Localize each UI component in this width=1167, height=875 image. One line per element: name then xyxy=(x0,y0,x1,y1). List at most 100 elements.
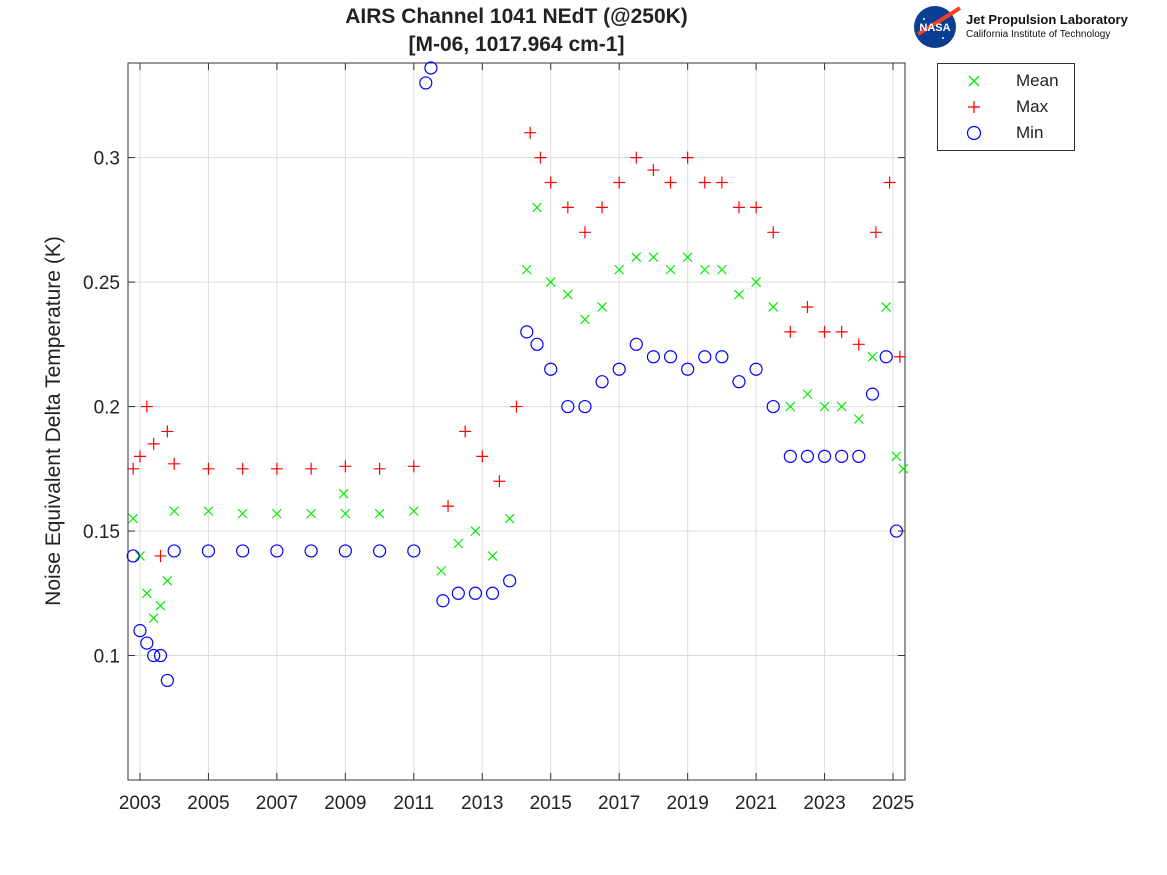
data-point-max xyxy=(373,462,386,475)
data-point-min xyxy=(817,449,832,463)
data-point-min xyxy=(304,544,318,558)
data-point-min xyxy=(424,61,438,75)
data-point-mean xyxy=(135,551,145,561)
x-tick-label: 2019 xyxy=(667,793,709,814)
data-point-mean xyxy=(562,289,573,300)
legend-mean-label: Mean xyxy=(1016,71,1059,90)
data-point-max xyxy=(510,400,523,413)
x-tick-label: 2021 xyxy=(735,793,777,814)
data-point-min xyxy=(800,449,815,463)
y-tick-label: 0.15 xyxy=(83,522,120,543)
data-point-max xyxy=(154,549,167,562)
data-point-max xyxy=(578,226,591,239)
data-point-mean xyxy=(867,351,878,362)
data-point-mean xyxy=(148,613,159,624)
data-point-max xyxy=(698,176,711,189)
data-point-mean xyxy=(532,202,542,213)
data-point-max xyxy=(681,151,694,164)
data-point-max xyxy=(835,325,848,338)
y-tick-label: 0.1 xyxy=(94,647,120,668)
data-point-min xyxy=(236,544,250,558)
data-point-max xyxy=(664,176,677,189)
data-point-min xyxy=(865,387,880,401)
data-point-max xyxy=(801,300,814,313)
data-point-mean xyxy=(470,526,481,536)
data-point-min xyxy=(766,399,780,414)
data-point-min xyxy=(338,544,352,558)
data-point-min xyxy=(629,337,643,351)
data-point-min xyxy=(749,362,763,376)
data-point-max xyxy=(852,338,865,351)
data-point-mean xyxy=(545,277,556,288)
data-point-mean xyxy=(614,264,625,275)
data-point-min xyxy=(153,648,168,663)
data-point-mean xyxy=(716,264,727,275)
data-point-max xyxy=(647,164,660,177)
data-point-mean xyxy=(340,508,351,519)
jpl-subtitle: California Institute of Technology xyxy=(966,29,1111,40)
nasa-logo-text: NASA xyxy=(919,22,950,34)
data-point-min xyxy=(715,350,729,364)
data-point-max xyxy=(168,457,181,470)
data-point-max xyxy=(459,425,472,438)
data-point-mean xyxy=(271,508,282,519)
data-point-mean xyxy=(453,538,464,549)
axis-ticks: 2003 2005 2007 2009 2011 2013 2015 2017 2019 2021… xyxy=(83,63,914,814)
data-point-mean xyxy=(504,513,515,524)
x-tick-label: 2023 xyxy=(803,793,845,814)
grid-lines xyxy=(128,63,905,780)
data-point-min xyxy=(612,362,626,376)
jpl-name: Jet Propulsion Laboratory xyxy=(966,12,1128,27)
data-point-min xyxy=(544,362,558,376)
data-point-mean xyxy=(521,264,532,275)
data-point-min xyxy=(646,350,661,364)
data-point-mean xyxy=(682,252,693,263)
data-point-min xyxy=(270,544,284,558)
data-point-min xyxy=(595,375,609,389)
legend-max-label: Max xyxy=(1016,97,1049,116)
data-marks xyxy=(126,61,909,688)
data-point-max xyxy=(442,500,455,513)
data-point-min xyxy=(485,586,500,600)
data-point-max xyxy=(407,460,420,473)
data-point-mean xyxy=(338,488,349,499)
data-point-mean xyxy=(155,600,166,611)
data-point-min xyxy=(140,636,154,650)
data-point-min xyxy=(852,449,866,463)
data-point-min xyxy=(578,399,592,414)
data-point-min xyxy=(468,586,483,600)
data-point-min xyxy=(503,574,517,588)
data-point-max xyxy=(476,450,489,463)
series-min xyxy=(126,61,904,688)
y-tick-label: 0.2 xyxy=(94,398,120,419)
data-point-mean xyxy=(802,389,813,400)
data-point-max xyxy=(534,151,547,164)
data-point-mean xyxy=(162,575,173,586)
data-point-max xyxy=(524,126,537,139)
data-point-max xyxy=(140,400,153,413)
data-point-mean xyxy=(408,506,419,517)
data-point-max xyxy=(613,176,626,189)
data-point-max xyxy=(305,462,318,475)
data-point-mean xyxy=(631,252,642,263)
data-point-max xyxy=(127,462,140,475)
data-point-max xyxy=(715,176,728,189)
data-point-min xyxy=(451,586,465,600)
data-point-max xyxy=(147,437,160,450)
data-point-max xyxy=(561,201,574,214)
data-point-mean xyxy=(819,401,830,412)
data-point-max xyxy=(202,462,215,475)
data-point-mean xyxy=(734,289,744,300)
legend-item-max: Max xyxy=(938,94,1074,120)
data-point-mean xyxy=(699,264,710,275)
data-point-min xyxy=(530,337,544,351)
data-point-mean xyxy=(648,252,659,263)
data-point-min xyxy=(879,350,893,364)
data-point-max xyxy=(544,176,557,189)
data-point-mean xyxy=(237,508,248,519)
data-point-min xyxy=(126,549,140,563)
data-point-min xyxy=(520,325,534,339)
x-tick-label: 2015 xyxy=(530,793,572,814)
series-max xyxy=(127,126,906,562)
data-point-max xyxy=(270,462,283,475)
